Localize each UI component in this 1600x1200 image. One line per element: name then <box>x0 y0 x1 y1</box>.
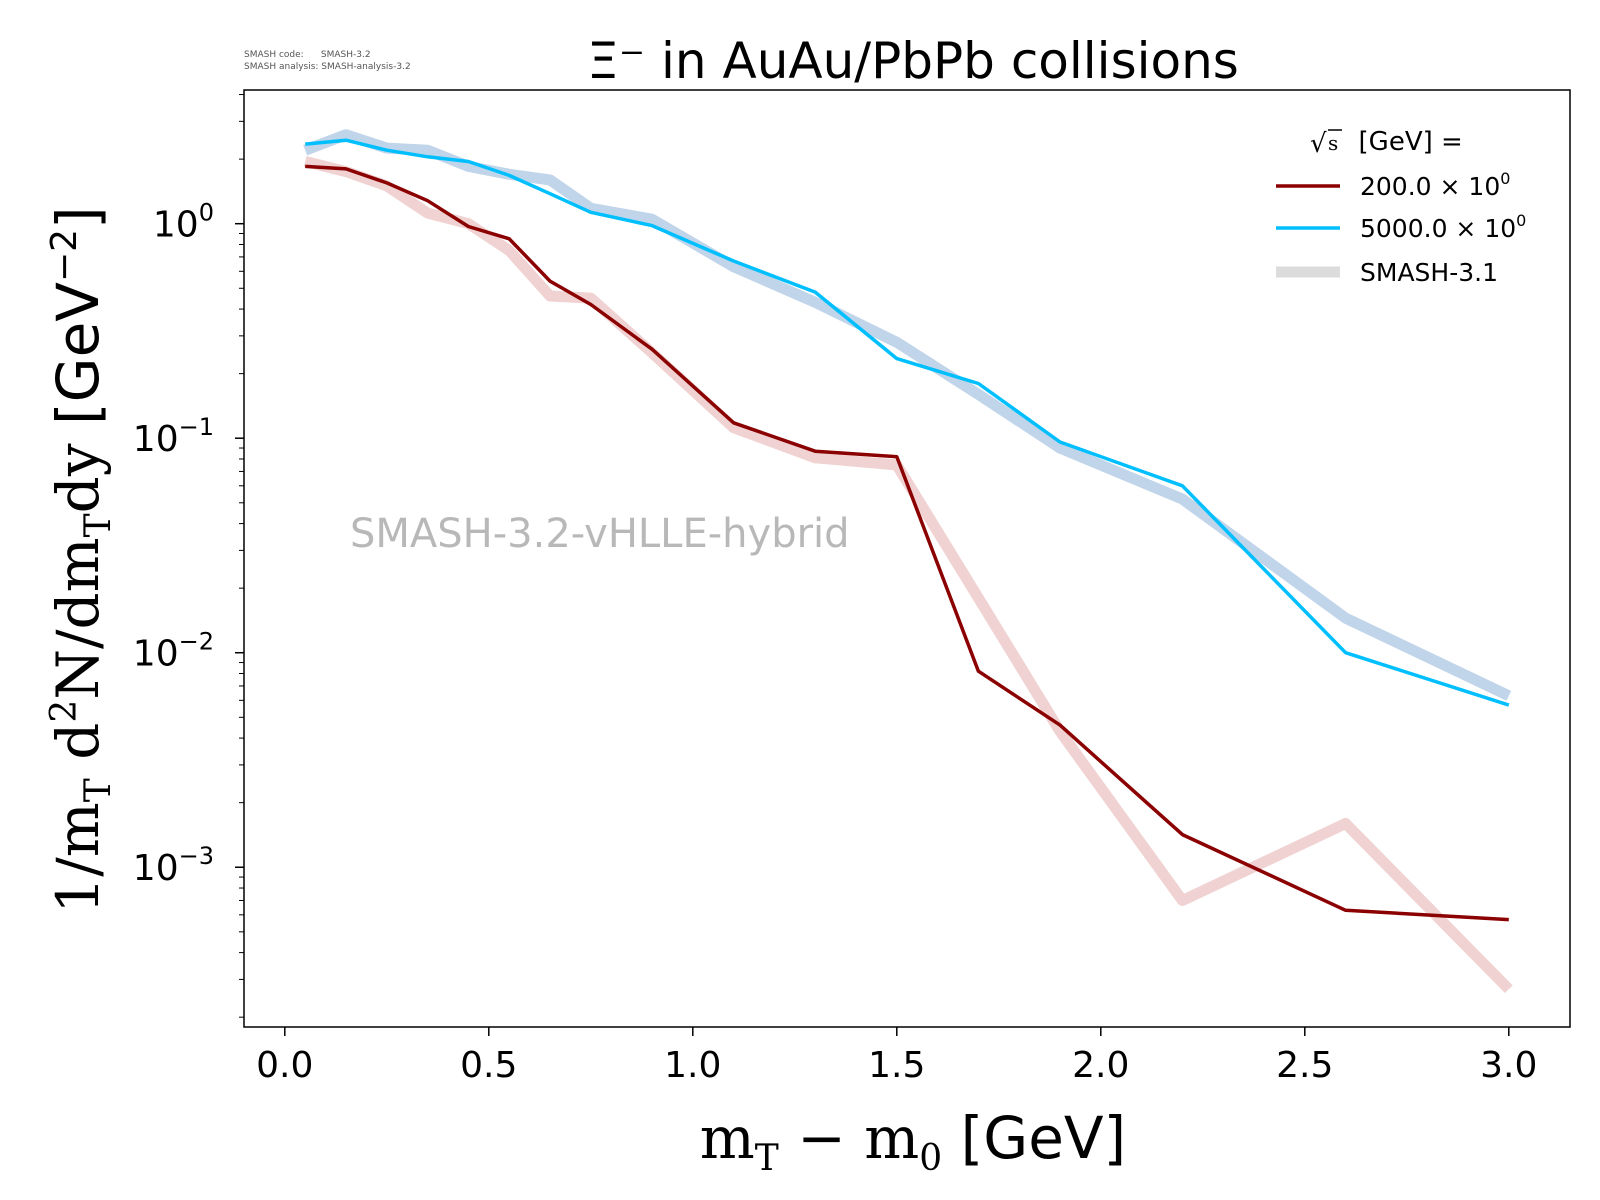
chart-title: Ξ⁻ in AuAu/PbPb collisions <box>587 32 1239 90</box>
watermark-label: SMASH-3.2-vHLLE-hybrid <box>350 511 850 557</box>
plot-area <box>243 89 1571 1028</box>
x-tick-label: 2.0 <box>1072 1045 1129 1086</box>
x-tick-label: 0.5 <box>460 1045 517 1086</box>
legend-label-smash31: SMASH-3.1 <box>1360 258 1498 287</box>
x-tick-label: 3.0 <box>1480 1045 1537 1086</box>
series-smash31-200-line <box>303 156 1513 994</box>
x-tick-label: 0.0 <box>256 1045 313 1086</box>
legend-label-200: 200.0 × 100 <box>1360 169 1510 201</box>
legend: √ s [GeV] = 200.0 × 100 5000.0 × 100 SMA… <box>1276 127 1526 287</box>
x-axis: 0.0 0.5 1.0 1.5 2.0 2.5 3.0 <box>256 1027 1537 1086</box>
series-smash31-5000-line <box>303 129 1512 701</box>
y-tick-label: 10−3 <box>133 842 214 889</box>
y-tick-label: 100 <box>153 199 214 246</box>
smash-analysis-info: SMASH analysis: SMASH-analysis-3.2 <box>244 62 411 72</box>
y-tick-label: 10−2 <box>133 628 214 675</box>
y-axis-label: 1/mT d2N/dmTdy [GeV−2] <box>44 206 119 913</box>
x-tick-label: 1.0 <box>664 1045 721 1086</box>
series-5000-line <box>305 138 1510 707</box>
x-axis-label: mT − m0 [GeV] <box>700 1104 1126 1179</box>
smash-code-info: SMASH code: SMASH-3.2 <box>244 50 371 60</box>
legend-title-sqrt-icon: √ <box>1310 129 1327 159</box>
x-tick-label: 1.5 <box>868 1045 925 1086</box>
x-tick-label: 2.5 <box>1276 1045 1333 1086</box>
series-layer <box>303 129 1513 994</box>
y-axis: 100 10−1 10−2 10−3 <box>133 94 244 1018</box>
legend-title-s: s <box>1328 131 1338 155</box>
series-200-line <box>305 164 1509 922</box>
legend-label-5000: 5000.0 × 100 <box>1360 211 1526 243</box>
legend-title-text: [GeV] = <box>1342 127 1463 157</box>
y-tick-label: 10−1 <box>133 413 214 460</box>
